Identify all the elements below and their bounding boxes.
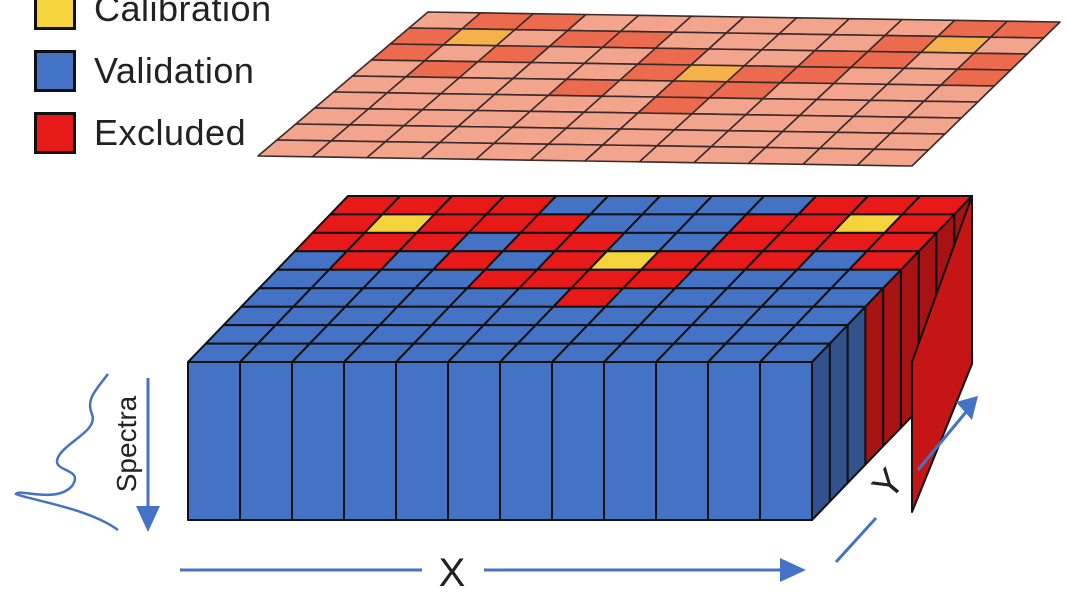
cube-front-face	[551, 361, 605, 521]
cube-side-face	[828, 324, 849, 503]
spectra-axis-label: Spectra	[111, 395, 142, 492]
cube-side-face	[882, 268, 902, 448]
legend-item-calibration: Calibration	[34, 0, 272, 40]
cube-front-face	[603, 361, 657, 521]
cube-front-face	[187, 361, 241, 521]
cube-side-face	[846, 305, 867, 485]
x-arrowhead	[780, 558, 806, 582]
y-axis-label: Y	[865, 461, 913, 507]
cube-front-face	[707, 361, 761, 521]
legend-swatch-validation	[34, 50, 76, 92]
cube-front-face	[291, 361, 345, 521]
legend-swatch-calibration	[34, 0, 76, 30]
cube-front-face	[447, 361, 501, 521]
cube-front-face	[759, 361, 813, 521]
x-axis-label: X	[439, 551, 466, 592]
class-map-plane	[257, 11, 1061, 167]
legend-item-validation: Validation	[34, 40, 272, 102]
legend: Calibration Validation Excluded	[34, 0, 272, 164]
y-arrow-lower	[834, 516, 878, 564]
legend-label-validation: Validation	[94, 50, 255, 91]
legend-item-excluded: Excluded	[34, 102, 272, 164]
legend-label-excluded: Excluded	[94, 112, 247, 153]
cube-front-face	[499, 361, 553, 521]
spectra-arrowhead	[136, 506, 160, 532]
cube-edge-slab	[911, 195, 973, 513]
y-arrow-upper	[916, 411, 968, 471]
y-arrowhead	[956, 396, 978, 420]
spectrum-curve	[14, 373, 119, 532]
cube-front-face	[655, 361, 709, 521]
data-cube	[187, 195, 973, 521]
map-cell	[856, 148, 930, 167]
cube-top-cell	[187, 342, 259, 363]
legend-label-calibration: Calibration	[94, 0, 272, 29]
legend-swatch-excluded	[34, 112, 76, 154]
cube-front-face	[343, 361, 397, 521]
cube-side-face	[811, 342, 831, 521]
cube-front-face	[395, 361, 449, 521]
cube-front-face	[239, 361, 293, 521]
axis-arrows: X Y Spectra	[14, 373, 978, 595]
cube-side-face	[864, 287, 885, 466]
